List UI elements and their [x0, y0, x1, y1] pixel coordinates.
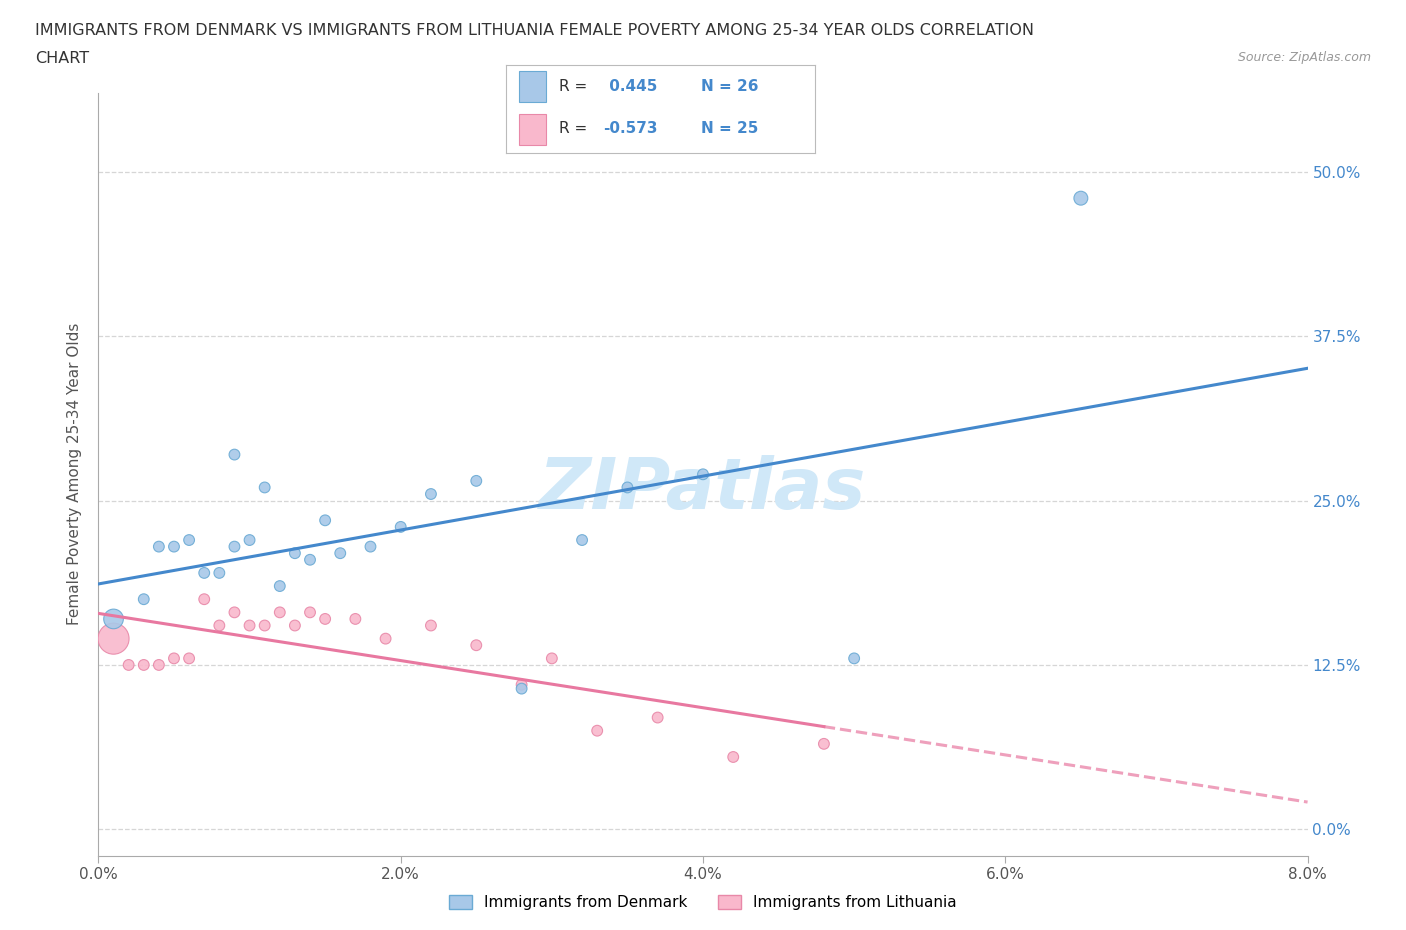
Text: R =: R = — [558, 79, 592, 94]
Point — [224, 539, 246, 554]
Text: IMMIGRANTS FROM DENMARK VS IMMIGRANTS FROM LITHUANIA FEMALE POVERTY AMONG 25-34 : IMMIGRANTS FROM DENMARK VS IMMIGRANTS FR… — [35, 23, 1035, 38]
Point — [314, 612, 336, 627]
Point — [571, 533, 593, 548]
Point — [374, 631, 396, 646]
Point — [239, 618, 262, 633]
Point — [360, 539, 382, 554]
Point — [284, 546, 307, 561]
Point — [284, 618, 307, 633]
FancyBboxPatch shape — [519, 113, 547, 145]
Point — [723, 750, 745, 764]
Point — [616, 480, 638, 495]
Point — [148, 539, 170, 554]
Point — [224, 447, 246, 462]
Point — [179, 651, 201, 666]
Point — [541, 651, 564, 666]
Point — [1070, 191, 1092, 206]
Point — [132, 658, 155, 672]
Legend: Immigrants from Denmark, Immigrants from Lithuania: Immigrants from Denmark, Immigrants from… — [441, 887, 965, 918]
Text: Source: ZipAtlas.com: Source: ZipAtlas.com — [1237, 51, 1371, 64]
Point — [193, 565, 215, 580]
Point — [329, 546, 352, 561]
Point — [103, 631, 125, 646]
Point — [586, 724, 609, 738]
Text: ZIPatlas: ZIPatlas — [540, 455, 866, 524]
Point — [163, 539, 186, 554]
Point — [299, 552, 322, 567]
Y-axis label: Female Poverty Among 25-34 Year Olds: Female Poverty Among 25-34 Year Olds — [67, 323, 83, 626]
Point — [510, 677, 533, 692]
Point — [208, 565, 231, 580]
Point — [420, 486, 443, 501]
Point — [420, 618, 443, 633]
Point — [299, 604, 322, 619]
Point — [208, 618, 231, 633]
Text: N = 25: N = 25 — [702, 121, 758, 136]
Point — [465, 638, 488, 653]
Point — [389, 520, 412, 535]
Point — [253, 480, 276, 495]
Text: -0.573: -0.573 — [603, 121, 658, 136]
Point — [253, 618, 276, 633]
Text: N = 26: N = 26 — [702, 79, 758, 94]
Point — [647, 711, 669, 725]
Text: 0.445: 0.445 — [603, 79, 657, 94]
FancyBboxPatch shape — [519, 72, 547, 102]
Text: R =: R = — [558, 121, 592, 136]
Point — [465, 473, 488, 488]
Point — [103, 612, 125, 627]
Point — [163, 651, 186, 666]
Point — [844, 651, 866, 666]
Point — [118, 658, 141, 672]
Point — [692, 467, 714, 482]
Point — [269, 578, 291, 593]
Point — [224, 604, 246, 619]
Point — [510, 681, 533, 696]
Point — [193, 591, 215, 606]
Point — [239, 533, 262, 548]
Point — [269, 604, 291, 619]
Point — [344, 612, 367, 627]
Point — [148, 658, 170, 672]
Point — [179, 533, 201, 548]
Text: CHART: CHART — [35, 51, 89, 66]
Point — [813, 737, 835, 751]
Point — [314, 512, 336, 527]
Point — [132, 591, 155, 606]
